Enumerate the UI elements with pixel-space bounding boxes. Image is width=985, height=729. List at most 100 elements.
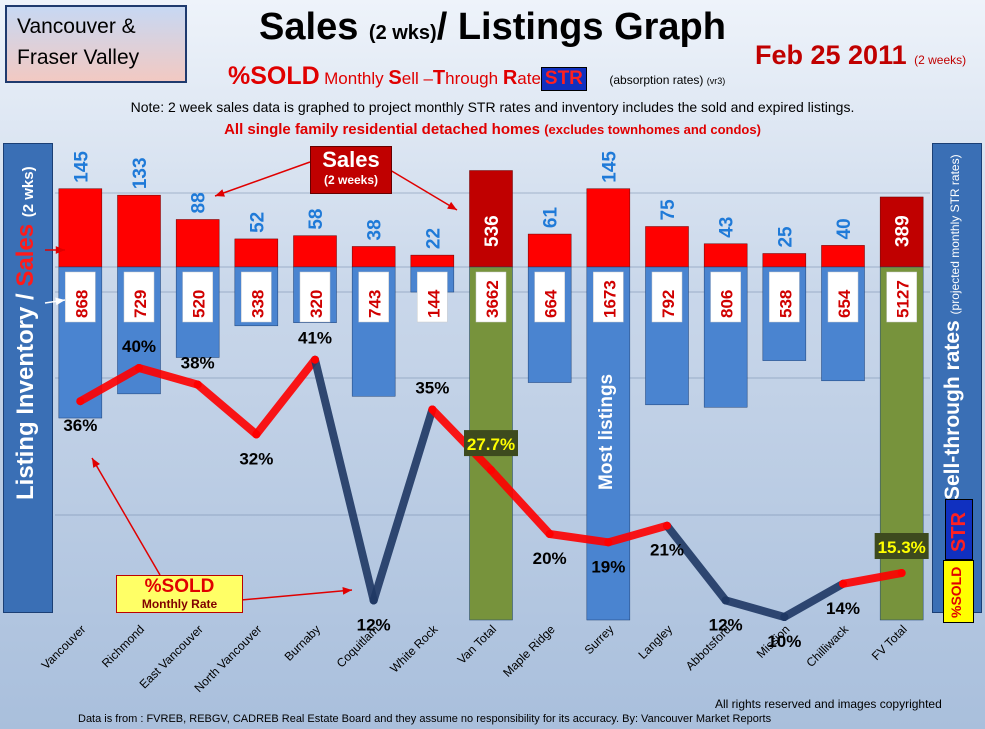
listing-value-white-rock: 144 bbox=[424, 289, 443, 318]
sold-point-east-vancouver bbox=[193, 380, 202, 389]
sold-label-fv-total: 15.3% bbox=[878, 538, 926, 557]
sales-value-abbotsford: 43 bbox=[717, 217, 738, 238]
listing-label-bg-burnaby bbox=[299, 271, 331, 323]
region-label-box: Vancouver & Fraser Valley bbox=[5, 5, 187, 83]
listing-value-burnaby: 320 bbox=[307, 290, 326, 318]
sales-value-chilliwack: 40 bbox=[834, 218, 855, 239]
listing-value-abbotsford: 806 bbox=[718, 290, 737, 318]
sold-badge: %SOLD bbox=[943, 560, 974, 623]
listing-label-bg-east-vancouver bbox=[182, 271, 213, 323]
sales-bar-vancouver bbox=[58, 188, 103, 268]
sold-line-seg-6 bbox=[428, 405, 495, 475]
listing-value-van-total: 3662 bbox=[483, 280, 502, 318]
subtitle-str-badge: STR bbox=[540, 67, 587, 91]
arrow-left-inventory-head bbox=[55, 297, 65, 306]
sales-bar-mission bbox=[762, 253, 807, 268]
arrow-sales-to-east-van-head bbox=[215, 189, 225, 197]
sales-bar-van-total bbox=[469, 170, 513, 268]
sold-line-seg-8 bbox=[545, 530, 613, 547]
sales-value-mission: 25 bbox=[775, 226, 796, 248]
chart-note-scope: All single family residential detached h… bbox=[224, 121, 761, 138]
sold-label-white-rock: 35% bbox=[415, 379, 449, 398]
sold-point-van-total bbox=[487, 466, 495, 475]
sales-bar-langley bbox=[645, 226, 689, 268]
listing-bar-surrey bbox=[586, 266, 631, 621]
sold-label-bg-van-total bbox=[464, 430, 518, 457]
subtitle-rate-text: Monthly Sell –Through Rate bbox=[324, 67, 541, 89]
sold-label-mission: 10% bbox=[767, 632, 801, 651]
sold-point-white-rock bbox=[428, 405, 437, 414]
sold-label-north-vancouver: 32% bbox=[239, 449, 273, 468]
sold-point-langley bbox=[663, 521, 671, 530]
listing-label-bg-van-total bbox=[475, 271, 507, 323]
sold-line-seg-12 bbox=[780, 579, 847, 621]
subtitle-sold: %SOLD bbox=[228, 62, 320, 90]
sales-bar-white-rock bbox=[410, 254, 455, 268]
sales-value-maple-ridge: 61 bbox=[541, 206, 562, 228]
sold-line-seg-13 bbox=[839, 569, 906, 588]
sales-value-east-vancouver: 88 bbox=[189, 192, 210, 213]
sales-bar-richmond bbox=[117, 194, 161, 268]
x-tick-white-rock: White Rock bbox=[387, 622, 441, 676]
sold-line-seg-2 bbox=[193, 380, 261, 439]
listing-value-maple-ridge: 664 bbox=[542, 289, 561, 318]
sales-bar-burnaby bbox=[293, 235, 337, 268]
arrow-sold-to-vancouver bbox=[91, 457, 161, 576]
listing-value-east-vancouver: 520 bbox=[190, 290, 209, 318]
sales-bar-coquitlam bbox=[351, 246, 396, 268]
sold-label-richmond: 40% bbox=[122, 337, 156, 356]
sales-bar-north-vancouver bbox=[234, 238, 279, 268]
sales-bar-surrey bbox=[586, 188, 631, 268]
sales-value-coquitlam: 38 bbox=[365, 219, 386, 240]
chart-title: Sales (2 wks)/ Listings Graph bbox=[0, 6, 985, 49]
listing-value-langley: 792 bbox=[659, 290, 678, 318]
listing-label-bg-abbotsford bbox=[710, 271, 741, 323]
arrow-sold-to-coquitlam bbox=[240, 589, 353, 601]
sold-point-maple-ridge bbox=[545, 530, 554, 538]
listing-label-bg-white-rock bbox=[417, 271, 448, 323]
sold-label-burnaby: 41% bbox=[298, 329, 332, 348]
arrow-left-sales-head bbox=[55, 246, 65, 254]
sold-point-vancouver bbox=[76, 397, 85, 406]
sold-line-seg-9 bbox=[604, 521, 671, 547]
sold-line-seg-4 bbox=[311, 355, 378, 605]
x-tick-langley: Langley bbox=[635, 622, 675, 662]
region-line-1: Vancouver & bbox=[17, 15, 136, 38]
sold-label-bg-fv-total bbox=[874, 533, 929, 560]
listing-label-bg-mission bbox=[769, 271, 800, 323]
sold-point-coquitlam bbox=[369, 596, 378, 605]
sold-label-vancouver: 36% bbox=[63, 416, 97, 435]
x-tick-chilliwack: Chilliwack bbox=[804, 622, 852, 670]
sales-value-van-total: 536 bbox=[482, 215, 503, 247]
sales-legend-box: Sales (2 weeks) bbox=[310, 146, 392, 194]
sales-bar-abbotsford bbox=[703, 243, 748, 268]
listing-value-chilliwack: 654 bbox=[835, 289, 854, 318]
title-end: / Listings Graph bbox=[436, 6, 726, 48]
sold-line-seg-3 bbox=[252, 355, 319, 439]
arrow-sales-to-van-total-head bbox=[447, 201, 457, 210]
sold-point-surrey bbox=[604, 538, 613, 547]
sold-label-chilliwack: 14% bbox=[826, 599, 860, 618]
sales-bar-east-vancouver bbox=[175, 219, 220, 268]
sales-value-white-rock: 22 bbox=[423, 228, 444, 249]
data-source-note: Data is from : FVREB, REBGV, CADREB Real… bbox=[78, 713, 772, 725]
arrow-sold-to-coquitlam-head bbox=[342, 586, 352, 595]
sold-point-north-vancouver bbox=[252, 430, 261, 439]
sales-value-north-vancouver: 52 bbox=[247, 212, 268, 233]
listing-value-richmond: 729 bbox=[131, 290, 150, 318]
listing-label-bg-langley bbox=[651, 271, 683, 323]
sold-point-chilliwack bbox=[839, 579, 847, 588]
copyright-note: All rights reserved and images copyright… bbox=[715, 697, 942, 711]
sold-label-east-vancouver: 38% bbox=[181, 354, 215, 373]
listing-label-bg-richmond bbox=[123, 271, 155, 323]
region-line-2: Fraser Valley bbox=[17, 46, 140, 69]
x-tick-richmond: Richmond bbox=[99, 622, 147, 670]
sales-value-fv-total: 389 bbox=[893, 215, 914, 247]
sold-line-seg-10 bbox=[663, 521, 730, 605]
x-tick-burnaby: Burnaby bbox=[282, 622, 324, 664]
sold-line-seg-0 bbox=[76, 364, 143, 406]
x-tick-surrey: Surrey bbox=[582, 622, 617, 657]
title-small: (2 wks) bbox=[368, 22, 437, 44]
sold-label-surrey: 19% bbox=[591, 557, 625, 576]
sold-legend-box: %SOLD Monthly Rate bbox=[116, 575, 243, 613]
